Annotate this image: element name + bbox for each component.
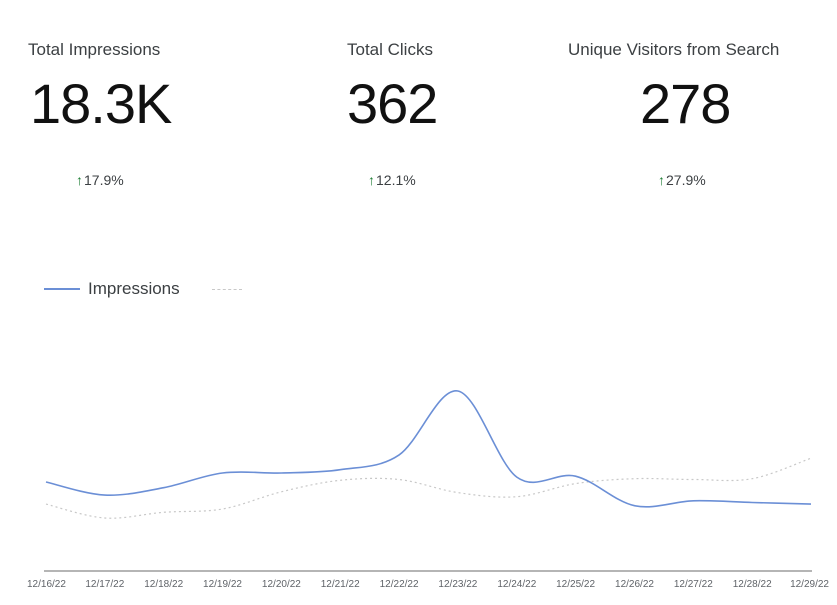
kpi-delta: ↑12.1% bbox=[368, 172, 416, 188]
previous-point-2[interactable] bbox=[161, 509, 167, 515]
kpi-value: 362 bbox=[347, 72, 438, 135]
kpi-delta-value: 17.9% bbox=[84, 172, 124, 188]
kpi-title: Total Clicks bbox=[347, 40, 433, 59]
x-tick-label: 12/27/22 bbox=[674, 579, 713, 590]
previous-point-7[interactable] bbox=[455, 490, 461, 496]
impressions-point-10[interactable] bbox=[632, 503, 638, 509]
impressions-point-1[interactable] bbox=[102, 492, 108, 498]
previous-point-8[interactable] bbox=[514, 494, 520, 500]
previous-point-1[interactable] bbox=[102, 515, 108, 521]
x-tick-label: 12/16/22 bbox=[27, 579, 66, 590]
previous-point-9[interactable] bbox=[573, 481, 579, 487]
x-tick-label: 12/18/22 bbox=[144, 579, 183, 590]
arrow-up-icon: ↑ bbox=[76, 172, 83, 188]
kpi-value: 278 bbox=[640, 72, 731, 135]
chart-legend[interactable]: Impressions bbox=[44, 278, 242, 300]
impressions-point-5[interactable] bbox=[337, 467, 343, 473]
kpi-title: Total Impressions bbox=[28, 40, 161, 59]
kpi-delta: ↑27.9% bbox=[658, 172, 706, 188]
kpi-value: 18.3K bbox=[30, 72, 172, 135]
impressions-point-7[interactable] bbox=[455, 388, 461, 394]
x-tick-label: 12/23/22 bbox=[438, 579, 477, 590]
previous-point-11[interactable] bbox=[690, 477, 696, 483]
impressions-point-13[interactable] bbox=[808, 501, 814, 507]
impressions-point-9[interactable] bbox=[573, 473, 579, 479]
previous-point-3[interactable] bbox=[220, 506, 226, 512]
kpi-delta-value: 27.9% bbox=[666, 172, 706, 188]
kpi-delta: ↑17.9% bbox=[76, 172, 124, 188]
impressions-point-2[interactable] bbox=[161, 485, 167, 491]
series-line-previous bbox=[45, 457, 812, 519]
impressions-point-11[interactable] bbox=[690, 498, 696, 504]
impressions-point-6[interactable] bbox=[396, 452, 402, 458]
impressions-point-0[interactable] bbox=[43, 479, 49, 485]
kpi-title: Unique Visitors from Search bbox=[568, 40, 780, 59]
previous-point-5[interactable] bbox=[337, 477, 343, 483]
previous-point-10[interactable] bbox=[632, 476, 638, 482]
x-tick-label: 12/24/22 bbox=[497, 579, 536, 590]
previous-point-4[interactable] bbox=[278, 489, 284, 495]
legend-swatch-impressions bbox=[44, 288, 80, 290]
arrow-up-icon: ↑ bbox=[368, 172, 375, 188]
legend-swatch-previous[interactable] bbox=[211, 288, 242, 290]
x-tick-label: 12/29/22 bbox=[790, 579, 829, 590]
x-tick-label: 12/17/22 bbox=[85, 579, 124, 590]
kpi-delta-value: 12.1% bbox=[376, 172, 416, 188]
impressions-point-8[interactable] bbox=[514, 474, 520, 480]
x-tick-label: 12/21/22 bbox=[321, 579, 360, 590]
x-tick-label: 12/20/22 bbox=[262, 579, 301, 590]
x-tick-label: 12/19/22 bbox=[203, 579, 242, 590]
x-tick-label: 12/25/22 bbox=[556, 579, 595, 590]
previous-point-13[interactable] bbox=[808, 455, 814, 461]
x-tick-label: 12/22/22 bbox=[380, 579, 419, 590]
x-tick-label: 12/28/22 bbox=[733, 579, 772, 590]
series-line-impressions bbox=[45, 390, 812, 508]
previous-point-6[interactable] bbox=[396, 477, 402, 483]
arrow-up-icon: ↑ bbox=[658, 172, 665, 188]
x-tick-label: 12/26/22 bbox=[615, 579, 654, 590]
previous-point-12[interactable] bbox=[749, 476, 755, 482]
previous-point-0[interactable] bbox=[43, 501, 49, 507]
impressions-point-3[interactable] bbox=[220, 470, 226, 476]
impressions-point-12[interactable] bbox=[749, 500, 755, 506]
impressions-point-4[interactable] bbox=[278, 470, 284, 476]
legend-label-impressions[interactable]: Impressions bbox=[88, 279, 180, 298]
